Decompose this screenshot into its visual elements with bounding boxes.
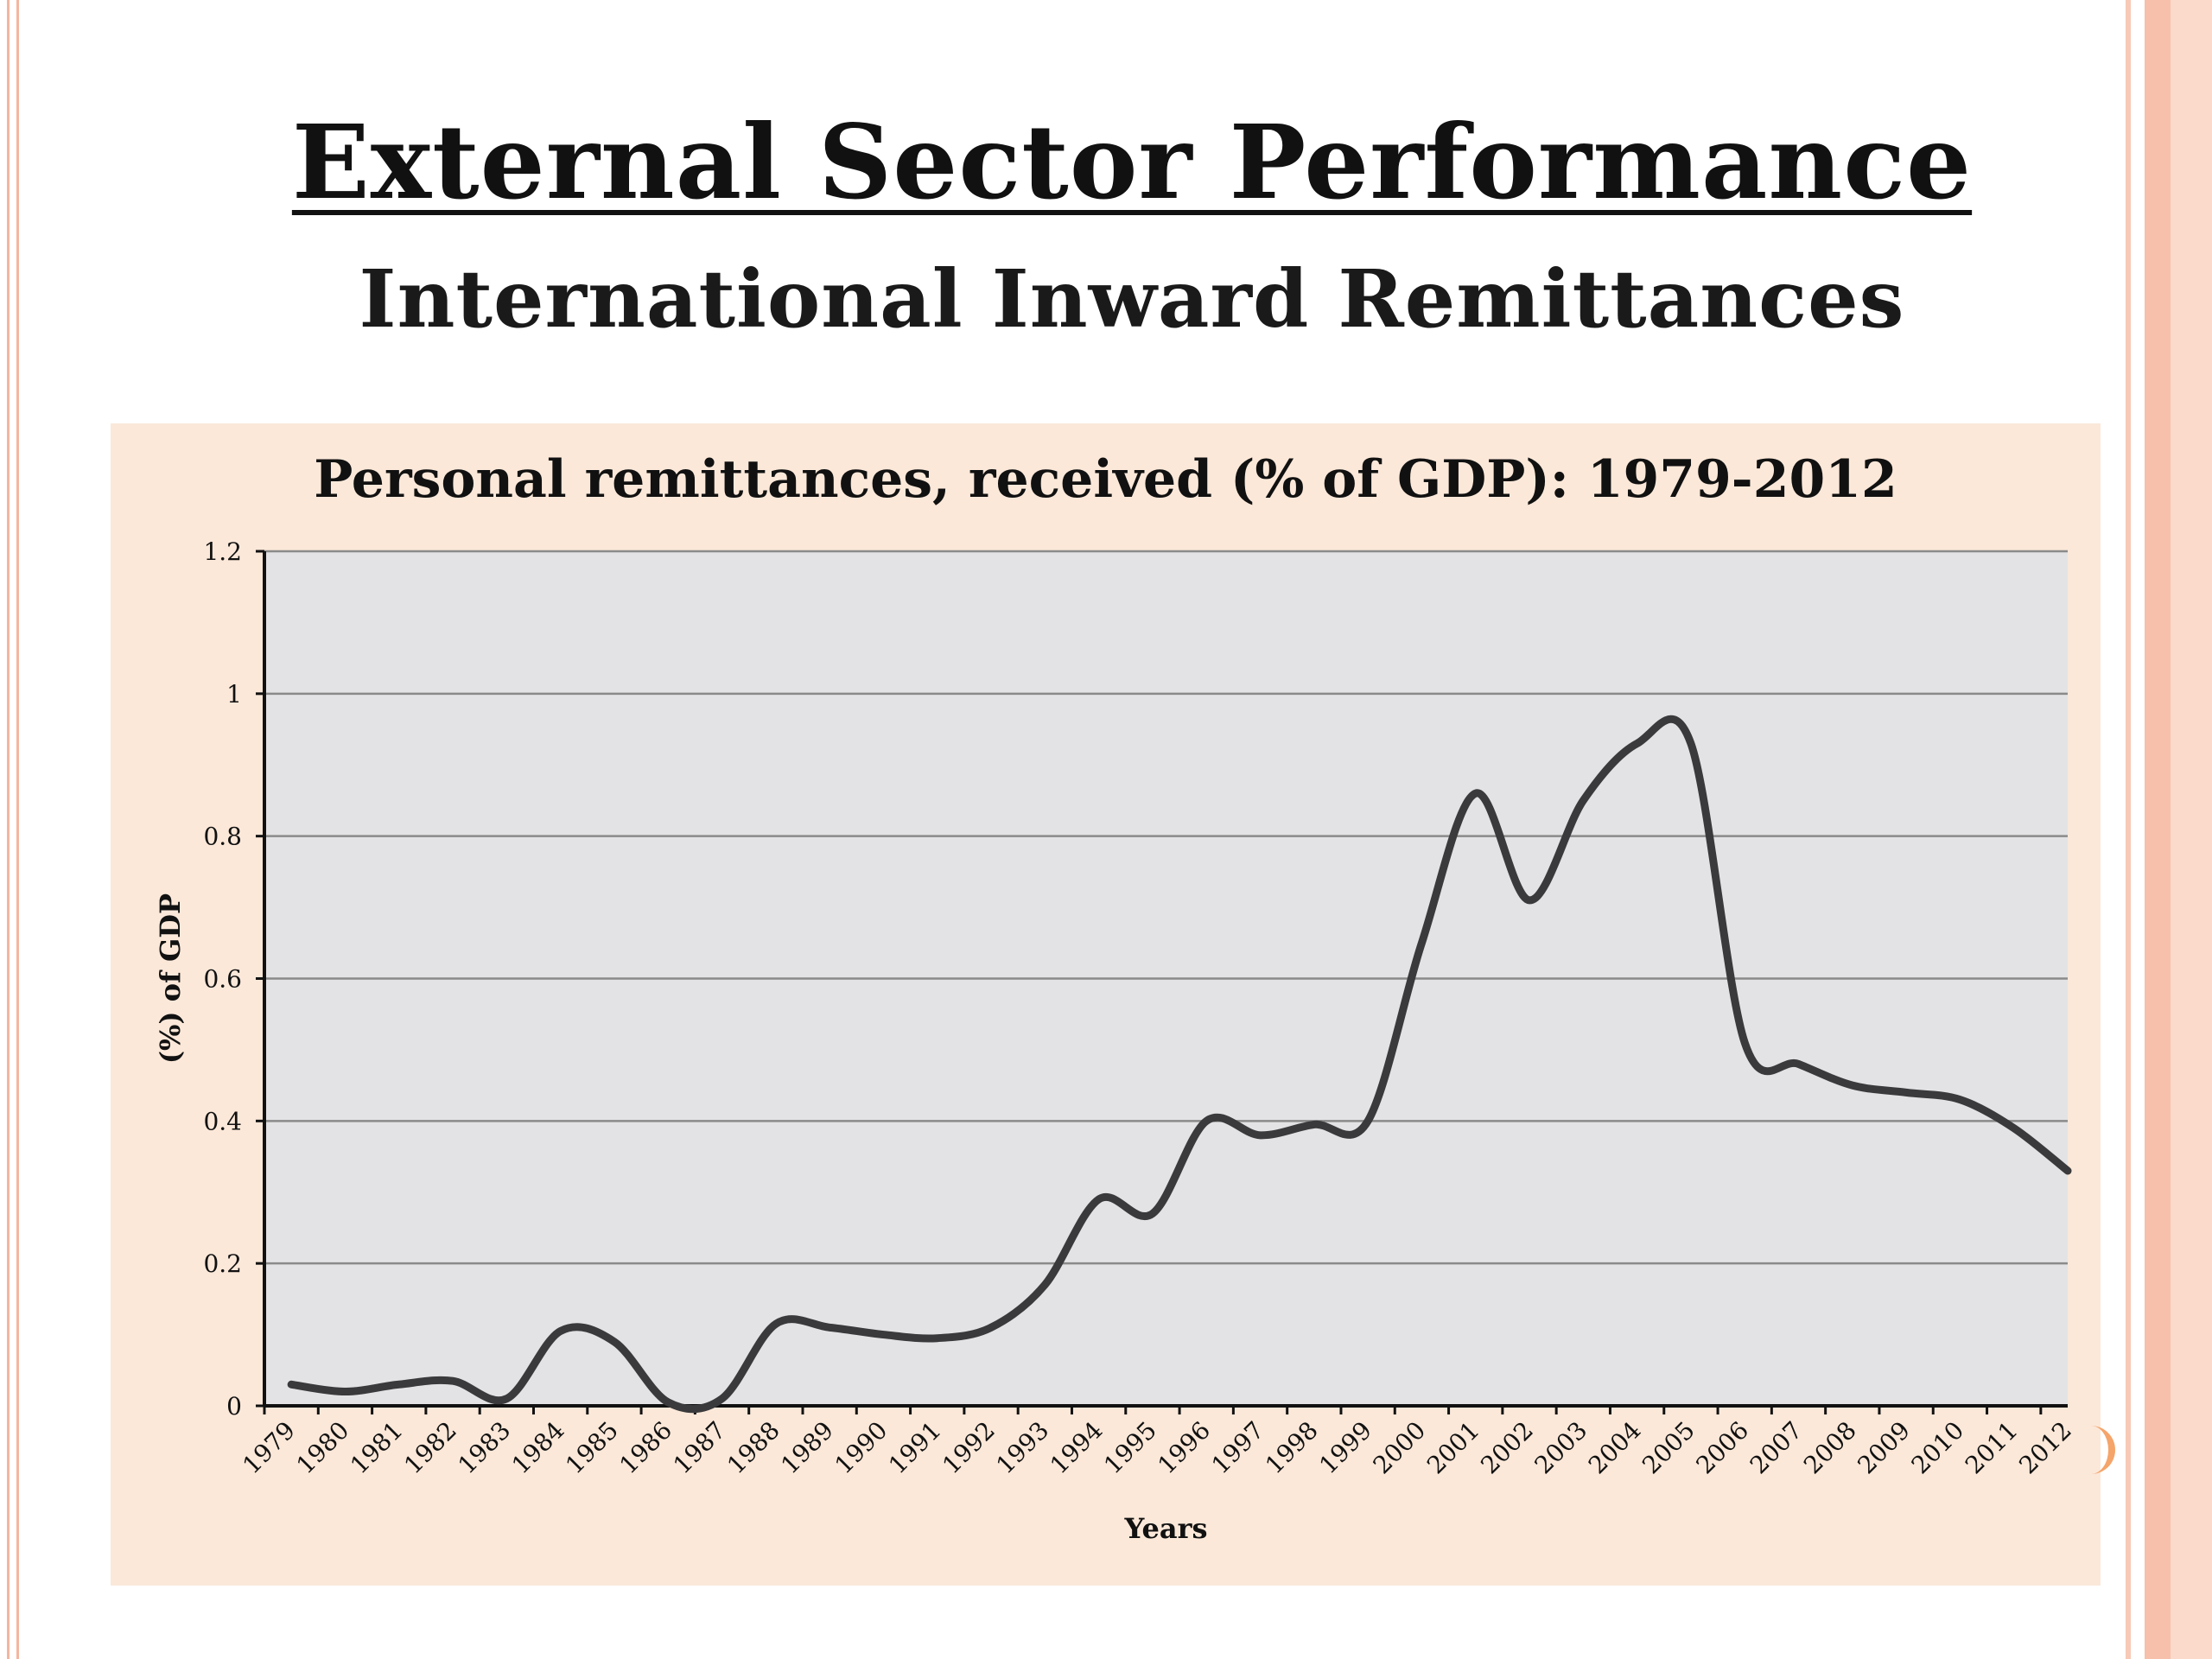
gridlines: [264, 550, 2068, 1265]
x-tick-label: 1984: [506, 1416, 570, 1480]
x-tick-label: 2005: [1637, 1416, 1700, 1480]
x-tick-label: 1989: [775, 1416, 839, 1480]
y-axis-ticks: 0 0.2 0.4 0.6 0.8 1 1.2: [203, 537, 264, 1421]
x-tick-label: 1995: [1098, 1416, 1162, 1480]
x-tick-label: 2002: [1475, 1416, 1539, 1480]
y-tick-label: 0.4: [203, 1107, 242, 1135]
x-tick-label: 1999: [1313, 1416, 1377, 1480]
x-tick-label: 2012: [2013, 1416, 2077, 1480]
x-tick-label: 1980: [291, 1416, 355, 1480]
y-tick-label: 1: [226, 680, 242, 709]
x-tick-label: 2001: [1421, 1416, 1485, 1480]
x-tick-label: 1979: [237, 1416, 301, 1480]
x-tick-label: 2008: [1798, 1416, 1862, 1480]
x-tick-label: 1985: [560, 1416, 624, 1480]
x-tick-label: 1993: [991, 1416, 1055, 1480]
x-tick-label: 2007: [1745, 1416, 1808, 1480]
x-tick-label: 1996: [1152, 1416, 1216, 1480]
x-tick-label: 2004: [1583, 1416, 1647, 1480]
slide-title: External Sector Performance: [291, 102, 1973, 222]
x-tick-label: 1982: [398, 1416, 462, 1480]
x-tick-label: 1988: [721, 1416, 785, 1480]
slide-right-border: [2119, 0, 2212, 1659]
decorative-arc: [2091, 1426, 2115, 1474]
x-tick-label: 1991: [883, 1416, 947, 1480]
chart-title: Personal remittances, received (% of GDP…: [314, 449, 1897, 510]
x-tick-label: 1992: [937, 1416, 1001, 1480]
x-tick-label: 2003: [1529, 1416, 1593, 1480]
x-tick-label: 2010: [1906, 1416, 1970, 1480]
x-tick-label: 1983: [453, 1416, 517, 1480]
x-tick-label: 2000: [1368, 1416, 1432, 1480]
x-tick-label: 1997: [1206, 1416, 1270, 1480]
y-tick-label: 0.6: [203, 965, 242, 994]
x-tick-label: 1981: [345, 1416, 409, 1480]
x-tick-label: 2011: [1960, 1416, 2024, 1480]
y-axis-label: (%) of GDP: [154, 893, 187, 1064]
slide-left-border: [7, 0, 19, 1659]
x-axis-label: Years: [1123, 1512, 1207, 1545]
x-tick-label: 1986: [613, 1416, 677, 1480]
x-tick-label: 1994: [1045, 1416, 1109, 1480]
x-axis-ticks: 1979198019811982198319841985198619871988…: [237, 1406, 2077, 1479]
x-tick-label: 1987: [668, 1416, 732, 1480]
y-tick-label: 0: [226, 1392, 242, 1421]
x-tick-label: 1990: [830, 1416, 893, 1480]
y-tick-label: 1.2: [203, 537, 242, 566]
series-line: [287, 715, 2072, 1414]
x-tick-label: 1998: [1260, 1416, 1324, 1480]
slide-subtitle: International Inward Remittances: [359, 252, 1905, 346]
x-tick-label: 2009: [1852, 1416, 1916, 1480]
y-tick-label: 0.2: [203, 1249, 242, 1278]
y-tick-label: 0.8: [203, 823, 242, 851]
x-tick-label: 2006: [1690, 1416, 1754, 1480]
